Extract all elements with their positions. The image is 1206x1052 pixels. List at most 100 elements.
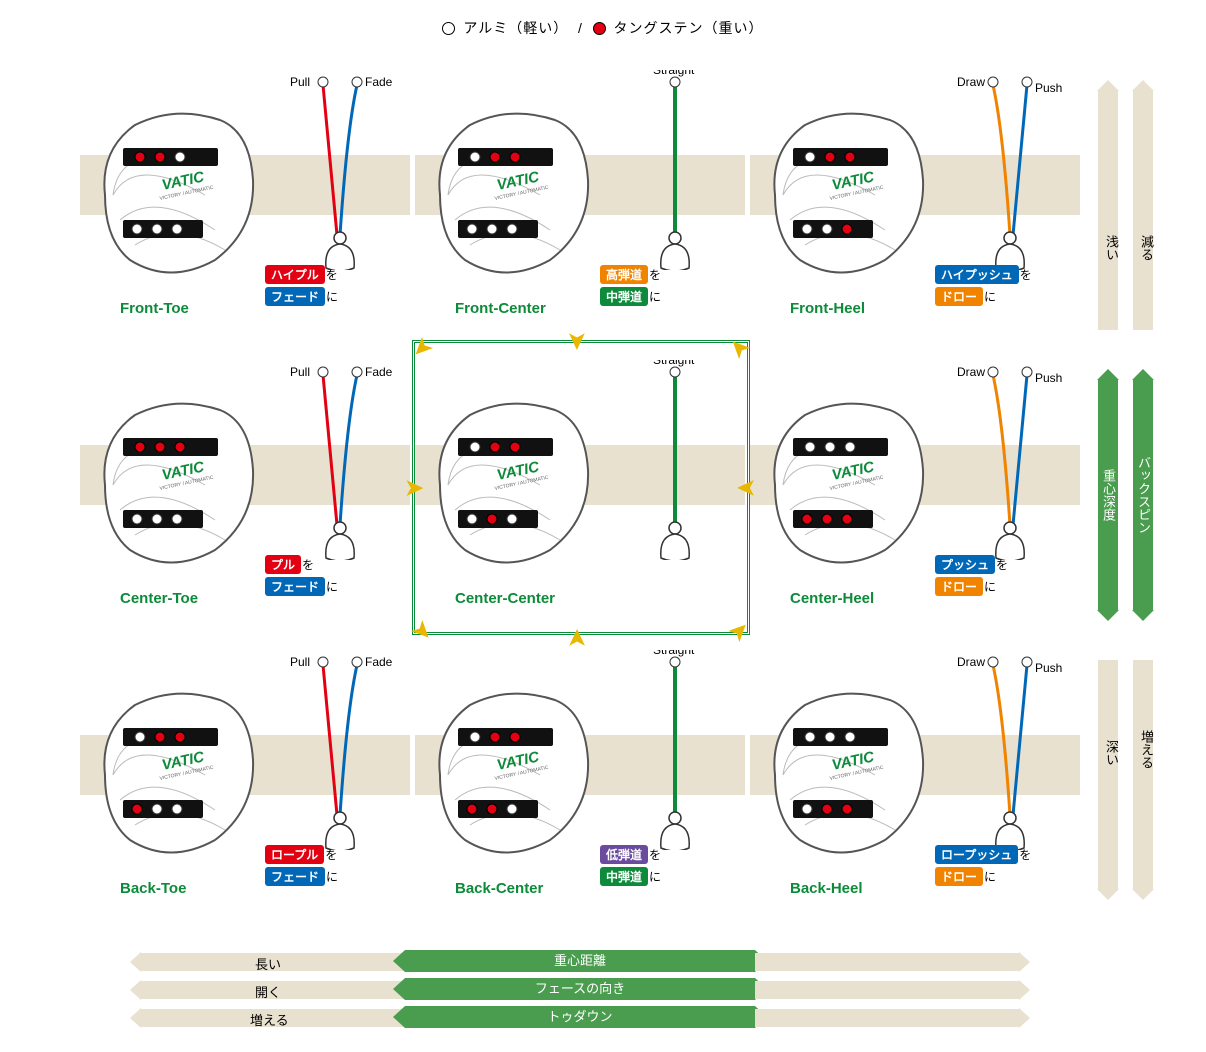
- grid: ➤ ➤ ➤ ➤ ➤ ➤ ➤ ➤ VATIC VICTORY / AUTOMATI…: [80, 60, 1080, 920]
- pill: フェード: [265, 577, 325, 596]
- pill-suffix: に: [649, 870, 661, 884]
- aluminum-label: アルミ（軽い）: [463, 20, 568, 36]
- club: VATIC VICTORY / AUTOMATIC: [420, 680, 595, 863]
- cell-back-center: VATIC VICTORY / AUTOMATIC Straight Back-…: [415, 640, 745, 920]
- pill-suffix: に: [326, 290, 338, 304]
- pill-suffix: を: [302, 558, 314, 572]
- cell-back-toe: VATIC VICTORY / AUTOMATIC Pull Fade Back-…: [80, 640, 410, 920]
- vaxis-title: バックスピン: [1136, 456, 1151, 534]
- cell-title: Back-Center: [455, 880, 543, 897]
- pill: フェード: [265, 867, 325, 886]
- svg-text:Fade: Fade: [365, 75, 393, 89]
- trajectory-icon: Straight: [610, 360, 740, 560]
- svg-text:Straight: Straight: [653, 70, 695, 77]
- haxis-title: トゥダウン: [547, 1009, 612, 1024]
- vertical-axes: 重心深度 浅い 深い バックスピン 減る 増える: [1088, 80, 1178, 900]
- cell-title: Center-Heel: [790, 590, 874, 607]
- vaxis-title: 重心深度: [1101, 469, 1116, 521]
- club: VATIC VICTORY / AUTOMATIC: [755, 680, 930, 863]
- trajectory-icon: DrawPush: [945, 360, 1075, 560]
- club: VATIC VICTORY / AUTOMATIC: [85, 390, 260, 573]
- club-head-icon: VATIC VICTORY / AUTOMATIC: [420, 100, 595, 280]
- tungsten-icon: [593, 22, 606, 35]
- haxis-left-label: 開く: [255, 982, 281, 1001]
- pill: 中弾道: [600, 867, 648, 886]
- svg-text:Draw: Draw: [957, 365, 985, 379]
- pill: 中弾道: [600, 287, 648, 306]
- pill: 高弾道: [600, 265, 648, 284]
- cell-title: Back-Heel: [790, 880, 863, 897]
- club: VATIC VICTORY / AUTOMATIC: [420, 390, 595, 573]
- cell-front-center: VATIC VICTORY / AUTOMATIC Straight Front…: [415, 60, 745, 340]
- haxis-arrow-right: [755, 953, 1020, 971]
- pill-suffix: に: [649, 290, 661, 304]
- cell-back-heel: VATIC VICTORY / AUTOMATIC Draw Push Back-…: [750, 640, 1080, 920]
- vaxis-arrow-down: [1098, 660, 1118, 890]
- pill-suffix: に: [326, 580, 338, 594]
- pills: プッシュをドローに: [935, 555, 1008, 599]
- pills: プルをフェードに: [265, 555, 338, 599]
- arrow-in-icon: ➤: [405, 475, 423, 501]
- haxis-arrow-right: [755, 981, 1020, 999]
- svg-text:Draw: Draw: [957, 655, 985, 669]
- arrow-in-icon: ➤: [737, 475, 755, 501]
- club-head-icon: VATIC VICTORY / AUTOMATIC: [755, 100, 930, 280]
- vaxis-top-label: 浅い: [1102, 235, 1121, 261]
- vaxis-bar: バックスピン: [1133, 380, 1153, 610]
- pills: ハイプルをフェードに: [265, 265, 338, 309]
- pill: 低弾道: [600, 845, 648, 864]
- pill: フェード: [265, 287, 325, 306]
- haxis-row: 増える トゥダウン 減る: [80, 1006, 1080, 1030]
- pill-suffix: を: [326, 268, 338, 282]
- club-head-icon: VATIC VICTORY / AUTOMATIC: [85, 680, 260, 860]
- svg-text:Pull: Pull: [290, 655, 310, 669]
- pill: ロープッシュ: [935, 845, 1018, 864]
- club-head-icon: VATIC VICTORY / AUTOMATIC: [85, 100, 260, 280]
- pills: 高弾道を中弾道に: [600, 265, 661, 309]
- haxis-row: 開く フェースの向き 閉じる: [80, 978, 1080, 1002]
- trajectory-icon: Draw Push: [945, 650, 1075, 850]
- pills: ハイプッシュをドローに: [935, 265, 1032, 309]
- cell-title: Front-Center: [455, 300, 546, 317]
- trajectory-icon: PullFade: [275, 70, 405, 270]
- pill-suffix: を: [649, 268, 661, 282]
- arrow-in-icon: ➤: [564, 629, 590, 647]
- legend-top: アルミ（軽い） / タングステン（重い）: [0, 0, 1206, 48]
- horizontal-axes: 長い 重心距離 短い 開く フェースの向き 閉じる 増える トゥダウン 減る: [80, 950, 1080, 1034]
- trajectory-icon: Pull Fade: [275, 650, 405, 850]
- trajectory-icon: DrawPush: [945, 70, 1075, 270]
- club-head-icon: VATIC VICTORY / AUTOMATIC: [755, 390, 930, 570]
- tungsten-label: タングステン（重い）: [614, 20, 764, 36]
- pill-suffix: を: [996, 558, 1008, 572]
- svg-text:Push: Push: [1035, 81, 1062, 95]
- cell-title: Back-Toe: [120, 880, 186, 897]
- club: VATIC VICTORY / AUTOMATIC: [85, 680, 260, 863]
- svg-text:Straight: Straight: [653, 360, 695, 367]
- haxis-title: 重心距離: [554, 953, 606, 968]
- pills: ロープルをフェードに: [265, 845, 338, 889]
- vaxis-top-label: 減る: [1137, 235, 1156, 261]
- pill-suffix: に: [984, 580, 996, 594]
- cell-front-toe: VATIC VICTORY / AUTOMATIC PullFade Front…: [80, 60, 410, 340]
- club-head-icon: VATIC VICTORY / AUTOMATIC: [85, 390, 260, 570]
- haxis-bar: トゥダウン: [405, 1006, 755, 1028]
- trajectory-icon: Straight: [610, 70, 740, 270]
- aluminum-icon: [442, 22, 455, 35]
- pill: ドロー: [935, 867, 983, 886]
- svg-text:Pull: Pull: [290, 365, 310, 379]
- svg-text:Push: Push: [1035, 661, 1062, 675]
- pills: 低弾道を中弾道に: [600, 845, 661, 889]
- vaxis-bar: 重心深度: [1098, 380, 1118, 610]
- arrow-in-icon: ➤: [564, 332, 590, 350]
- pill-suffix: に: [984, 870, 996, 884]
- cell-center-heel: VATIC VICTORY / AUTOMATIC DrawPush Cente…: [750, 350, 1080, 630]
- haxis-arrow-right: [755, 1009, 1020, 1027]
- svg-text:Fade: Fade: [365, 655, 393, 669]
- pill: プッシュ: [935, 555, 995, 574]
- haxis-left-label: 長い: [255, 954, 281, 973]
- pill: プル: [265, 555, 301, 574]
- haxis-row: 長い 重心距離 短い: [80, 950, 1080, 974]
- pill-suffix: を: [1020, 268, 1032, 282]
- vaxis-bottom-label: 増える: [1137, 730, 1156, 769]
- cell-title: Front-Heel: [790, 300, 865, 317]
